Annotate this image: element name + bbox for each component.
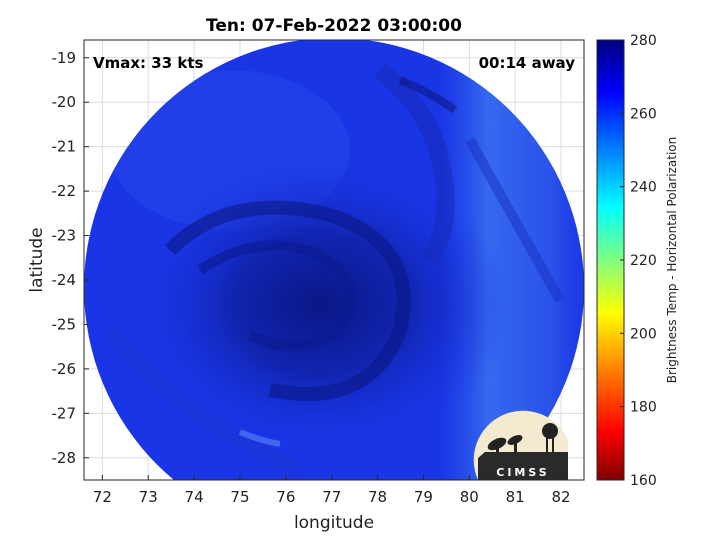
y-tick-label: -25 xyxy=(52,315,77,333)
x-tick-label: 78 xyxy=(368,488,387,506)
logo-text: CIMSS xyxy=(496,466,549,479)
x-axis-ticks: 72 73 74 75 76 77 78 79 80 81 82 xyxy=(93,475,571,506)
bright-streak xyxy=(238,429,281,447)
time-away-label: 00:14 away xyxy=(479,54,576,72)
map-axes-frame xyxy=(83,39,585,481)
y-tick-label: -21 xyxy=(52,138,77,156)
colorbar-tick-label: 160 xyxy=(630,473,657,489)
logo-tower-icon xyxy=(542,423,558,439)
x-tick-label: 79 xyxy=(414,488,433,506)
colorbar-tick-label: 280 xyxy=(630,33,657,49)
x-tick-label: 75 xyxy=(230,488,249,506)
colorbar-tick-label: 200 xyxy=(630,326,657,342)
y-tick-label: -22 xyxy=(52,182,77,200)
x-axis-label: longitude xyxy=(294,513,374,533)
dark-streak-north xyxy=(398,76,458,114)
x-tick-label: 74 xyxy=(185,488,204,506)
y-tick-label: -24 xyxy=(52,271,77,289)
spiral-band-2 xyxy=(197,240,357,352)
colorbar-tick-label: 180 xyxy=(630,400,657,416)
spiral-band-3 xyxy=(374,62,455,265)
logo-dish-stand xyxy=(496,444,499,458)
storm-core xyxy=(130,155,510,455)
colorbar-tick-label: 260 xyxy=(630,106,657,122)
logo-dish2-stand xyxy=(514,440,517,456)
colorbar-ticks: 280 260 240 220 200 180 160 xyxy=(620,33,657,489)
y-axis-ticks: -19 -20 -21 -22 -23 -24 -25 -26 -27 -28 xyxy=(52,49,89,467)
logo-tower-leg-left xyxy=(546,437,548,459)
logo-tower-leg-right xyxy=(552,437,554,459)
spiral-band-5 xyxy=(103,325,304,478)
y-axis-label: latitude xyxy=(27,227,47,292)
x-tick-label: 77 xyxy=(322,488,341,506)
y-tick-label: -19 xyxy=(52,49,77,67)
satellite-swath xyxy=(84,40,584,480)
x-tick-label: 81 xyxy=(506,488,525,506)
y-tick-label: -27 xyxy=(52,404,77,422)
cimss-logo: CIMSS xyxy=(473,410,568,480)
y-tick-label: -28 xyxy=(52,449,77,467)
x-tick-label: 80 xyxy=(460,488,479,506)
y-tick-label: -23 xyxy=(52,227,77,245)
x-tick-label: 82 xyxy=(552,488,571,506)
logo-building xyxy=(478,452,568,480)
x-tick-label: 73 xyxy=(139,488,158,506)
map-title: Ten: 07-Feb-2022 03:00:00 xyxy=(206,16,462,36)
colorbar-label: Brightness Temp - Horizontal Polarizatio… xyxy=(665,137,679,384)
y-tick-label: -20 xyxy=(52,93,77,111)
vmax-label: Vmax: 33 kts xyxy=(93,54,203,72)
colorbar xyxy=(596,39,625,481)
colorbar-tick-label: 220 xyxy=(630,253,657,269)
spiral-band-1 xyxy=(165,200,411,401)
y-tick-label: -26 xyxy=(52,360,77,378)
spiral-band-4 xyxy=(465,137,565,303)
colorbar-tick-label: 240 xyxy=(630,180,657,196)
x-tick-label: 72 xyxy=(93,488,112,506)
x-tick-label: 76 xyxy=(276,488,295,506)
